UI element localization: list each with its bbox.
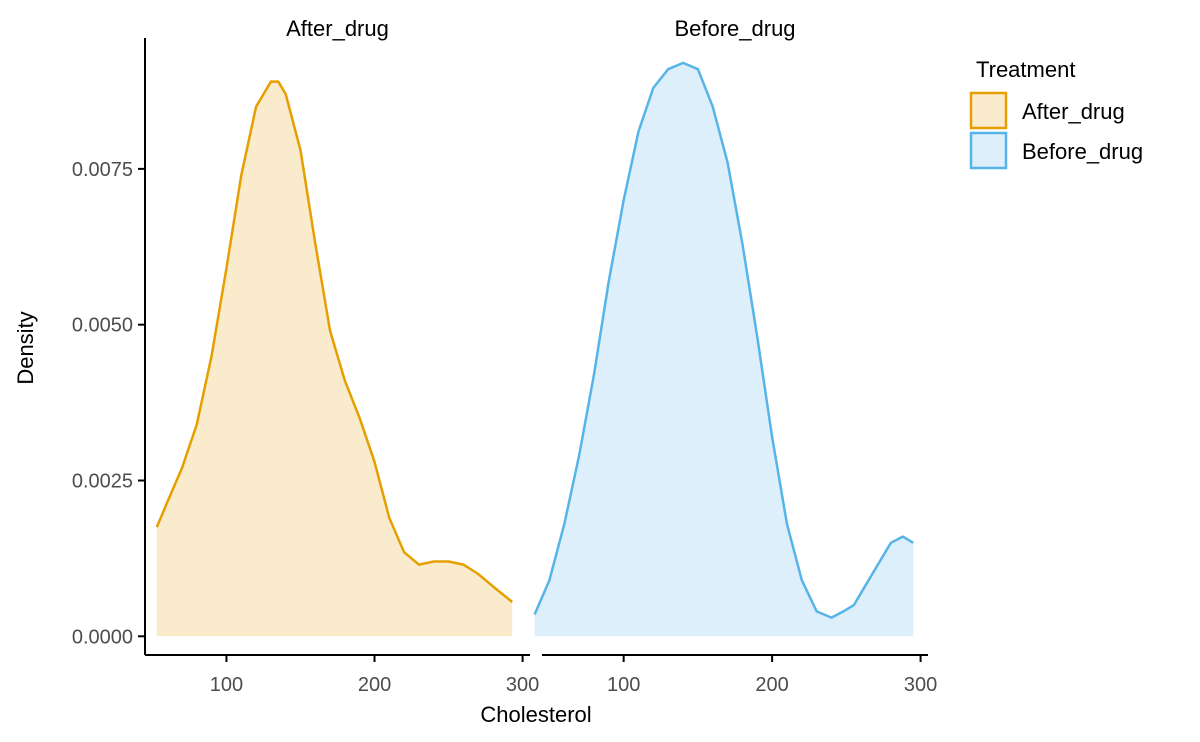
legend-swatch-after-drug	[969, 91, 1008, 130]
x-axes: 100 200 300 100 200 300	[145, 654, 937, 696]
x-tick-label-before-drug-200: 200	[755, 674, 788, 696]
x-tick-label-before-drug-300: 300	[904, 674, 937, 696]
density-area-after-drug	[156, 81, 513, 637]
facet-title-after-drug: After_drug	[286, 16, 389, 41]
legend-label-after-drug: After_drug	[1022, 99, 1125, 124]
x-tick-label-after-drug-300: 300	[506, 674, 539, 696]
x-axis-title: Cholesterol	[480, 702, 591, 727]
density-line-after-drug	[155, 80, 513, 603]
y-tick-label-1: 0.0025	[72, 470, 133, 492]
facet-panels: After_drug Before_drug	[155, 16, 914, 637]
x-tick-label-after-drug-100: 100	[210, 674, 243, 696]
y-axis-title: Density	[13, 311, 38, 384]
density-area-before-drug	[534, 62, 914, 637]
y-tick-label-3: 0.0075	[72, 159, 133, 181]
y-tick-label-2: 0.0050	[72, 315, 133, 337]
legend-swatch-before-drug	[969, 131, 1008, 170]
y-tick-label-0: 0.0000	[72, 626, 133, 648]
x-tick-label-before-drug-100: 100	[607, 674, 640, 696]
legend-title: Treatment	[976, 57, 1075, 82]
facet-title-before-drug: Before_drug	[674, 16, 795, 41]
legend: Treatment After_drug Before_drug	[969, 57, 1143, 170]
y-axis: 0.0000 0.0025 0.0050 0.0075	[72, 38, 146, 655]
legend-label-before-drug: Before_drug	[1022, 139, 1143, 164]
x-tick-label-after-drug-200: 200	[358, 674, 391, 696]
density-line-before-drug	[533, 61, 914, 619]
